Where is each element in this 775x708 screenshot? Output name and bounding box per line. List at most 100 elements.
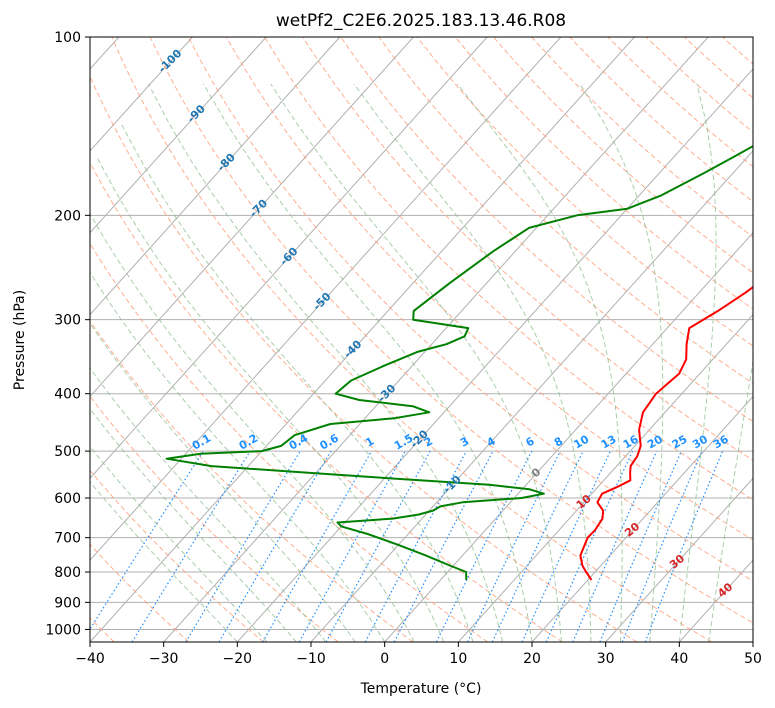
mixing-ratio-line xyxy=(262,450,373,642)
isotherm-line xyxy=(90,37,267,234)
mixing-ratio-line xyxy=(131,450,251,642)
mixing-ratio-line xyxy=(621,450,703,642)
y-tick-label: 800 xyxy=(54,565,81,581)
isotherm-line xyxy=(90,37,562,561)
moist-adiabat-line xyxy=(96,157,445,642)
dry-adiabat-line xyxy=(607,37,753,168)
moist-adiabat-line xyxy=(203,83,533,642)
dry-adiabat-line xyxy=(90,469,264,642)
moist-adiabat-line xyxy=(90,271,386,642)
dry-adiabat-line xyxy=(225,37,753,541)
dry-adiabat-line xyxy=(90,161,563,642)
y-tick-label: 500 xyxy=(54,444,81,460)
isotherm-line xyxy=(163,37,709,642)
moist-adiabat-line xyxy=(270,83,562,642)
dry-adiabat-line xyxy=(90,320,414,642)
x-axis-label: Temperature (°C) xyxy=(360,681,482,697)
mixing-ratio-label: 6 xyxy=(523,434,536,449)
moist-adiabat-line xyxy=(90,322,356,642)
y-tick-label: 1000 xyxy=(45,622,81,638)
moist-adiabat-line xyxy=(147,83,503,642)
mixing-ratio-label: 0.2 xyxy=(237,432,260,453)
y-tick-label: 900 xyxy=(54,595,81,611)
dry-adiabat-line xyxy=(683,37,753,99)
isotherm-line xyxy=(678,559,753,642)
dry-adiabat-line xyxy=(416,37,753,347)
mixing-ratio-line xyxy=(466,450,561,642)
isotherm-line xyxy=(310,150,753,642)
grid-lines xyxy=(90,37,753,642)
isotherm-line xyxy=(90,37,635,642)
isotherm-line xyxy=(90,37,488,480)
temperature-line xyxy=(579,285,753,581)
dry-adiabat-line xyxy=(378,37,753,385)
moist-adiabat-line xyxy=(120,123,474,642)
mixing-ratio-line xyxy=(521,450,611,642)
plot-area: 0.1 0.2 0.4 0.6 1 1.5 2 3 4 6 8 10 13 16 20 25 30 36 -100… xyxy=(90,37,753,642)
isotherm-line xyxy=(605,477,753,642)
y-tick-label: 700 xyxy=(54,531,81,547)
x-tick-label: −40 xyxy=(75,651,105,667)
x-tick-label: 10 xyxy=(449,651,467,667)
y-tick-label: 400 xyxy=(54,387,81,403)
moist-adiabat-line xyxy=(579,83,664,642)
y-axis-label: Pressure (hPa) xyxy=(12,290,28,390)
moist-adiabat-line xyxy=(90,481,238,642)
moist-adiabat-line xyxy=(90,408,297,642)
isotherm-line xyxy=(90,37,193,152)
isotherm-line xyxy=(752,641,753,642)
dry-adiabat-line xyxy=(264,37,753,501)
chart-title: wetPf2_C2E6.2025.183.13.46.R08 xyxy=(276,11,566,31)
x-tick-label: −10 xyxy=(296,651,326,667)
mixing-ratio-line xyxy=(572,450,658,642)
y-tick-label: 200 xyxy=(54,208,81,224)
moist-adiabat-line xyxy=(457,83,623,642)
moist-adiabat-line xyxy=(678,83,717,642)
profile-series xyxy=(165,144,753,581)
mixing-ratio-line xyxy=(599,450,682,642)
x-axis-ticks: −40 −30 −20 −10 0 10 20 30 40 50 xyxy=(75,642,762,667)
dry-adiabat-line xyxy=(454,37,753,310)
mixing-ratio-label: 3 xyxy=(458,435,471,450)
mixing-ratio-label: 30 xyxy=(690,432,710,451)
mixing-ratio-label: 1 xyxy=(363,435,376,450)
dry-adiabat-line xyxy=(149,37,753,624)
dry-adiabat-line xyxy=(493,37,753,274)
dewpoint-line xyxy=(165,144,753,580)
dry-adiabat-line xyxy=(90,543,190,642)
y-axis-ticks: 1000 900 800 700 600 500 400 300 200 100 xyxy=(45,30,90,638)
moist-adiabat-line xyxy=(353,83,592,642)
mixing-ratio-label: 16 xyxy=(621,432,641,451)
x-tick-label: 40 xyxy=(670,651,688,667)
moist-adiabat-line xyxy=(90,367,327,642)
x-tick-label: −20 xyxy=(223,651,253,667)
dry-adiabat-line xyxy=(187,37,753,582)
isotherm-line xyxy=(531,395,753,642)
dry-adiabat-line xyxy=(111,37,712,642)
isotherm-line xyxy=(384,231,753,642)
isotherm-line xyxy=(236,68,753,642)
isotherm-line xyxy=(90,37,414,398)
dry-adiabat-line xyxy=(90,395,339,642)
x-tick-label: 50 xyxy=(744,651,762,667)
mixing-ratio-label: 13 xyxy=(599,433,619,452)
dry-adiabat-line xyxy=(645,37,753,133)
mixing-ratio-line xyxy=(185,450,301,642)
mixing-ratio-line xyxy=(364,450,467,642)
mixing-ratio-label: 8 xyxy=(552,435,565,450)
moist-adiabat-line xyxy=(708,358,753,642)
dry-adiabat-line xyxy=(340,37,753,423)
x-tick-label: 0 xyxy=(380,651,389,667)
mixing-ratio-line xyxy=(218,450,332,642)
dry-adiabat-line xyxy=(302,37,753,461)
isotherm-line xyxy=(457,313,753,642)
y-tick-label: 100 xyxy=(54,30,81,46)
mixing-ratio-line xyxy=(90,450,204,631)
moist-adiabat-line xyxy=(90,212,415,642)
y-tick-label: 300 xyxy=(54,313,81,329)
mixing-ratio-line xyxy=(298,450,406,642)
mixing-ratio-line xyxy=(644,450,724,642)
isotherm-line xyxy=(90,37,341,316)
y-tick-label: 600 xyxy=(54,491,81,507)
